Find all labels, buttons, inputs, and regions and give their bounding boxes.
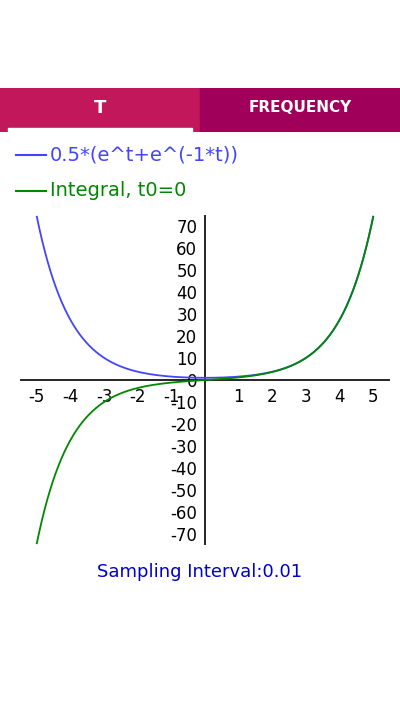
Text: □: □ [291, 656, 309, 675]
Text: 74%: 74% [318, 10, 340, 20]
Text: Integral, t0=0: Integral, t0=0 [50, 181, 187, 201]
Bar [0, 88, 200, 132]
Bar [8, 127, 192, 132]
Text: 0.5*(e^t+e^(-1*t)): 0.5*(e^t+e^(-1*t)) [50, 146, 239, 165]
Text: FREQUENCY: FREQUENCY [248, 100, 352, 115]
Text: ◁: ◁ [92, 656, 108, 675]
Text: ☞: ☞ [262, 52, 274, 66]
Bar [200, 88, 400, 132]
Text: ⚙: ⚙ [206, 52, 218, 66]
Text: ?: ? [316, 52, 324, 66]
Text: ○: ○ [190, 656, 210, 675]
Text: 04:32: 04:32 [353, 10, 388, 20]
Text: ◉: ◉ [146, 52, 158, 66]
Text: Sampling Interval:0.01: Sampling Interval:0.01 [98, 563, 302, 581]
Text: ≡: ≡ [26, 52, 38, 66]
Text: ⋮: ⋮ [365, 52, 379, 66]
Text: y(t): y(t) [72, 50, 104, 68]
Text: T: T [94, 99, 106, 117]
